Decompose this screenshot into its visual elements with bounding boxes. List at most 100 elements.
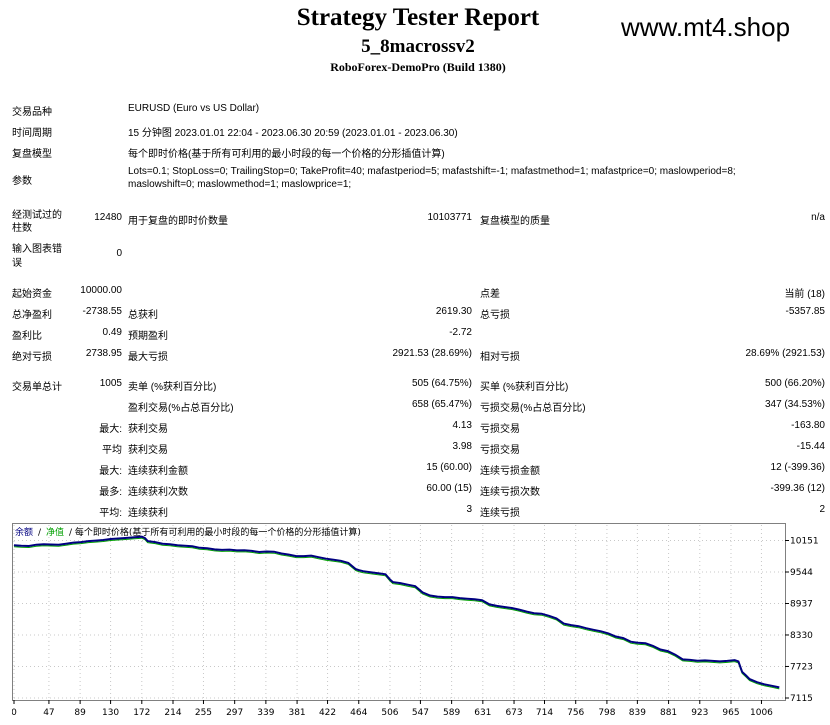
- x-tick-label: 923: [691, 708, 708, 718]
- spread-label: 点差: [480, 289, 500, 300]
- errors-label-line2: 误: [12, 258, 22, 269]
- stat-prefix: 最大:: [99, 424, 122, 435]
- stat-label-left: 获利交易: [128, 445, 168, 456]
- total-trades-label: 交易单总计: [12, 382, 62, 393]
- ticks-label: 用于复盘的即时价数量: [128, 216, 228, 227]
- model-label: 复盘模型: [12, 149, 52, 160]
- short-trades-value: 505 (64.75%): [411, 378, 472, 389]
- deposit-label: 起始资金: [12, 289, 52, 300]
- caption-equity: 净值: [46, 526, 64, 538]
- symbol-value: EURUSD (Euro vs US Dollar): [128, 103, 260, 114]
- quality-value: n/a: [811, 212, 825, 223]
- short-trades-label: 卖单 (%获利百分比): [128, 382, 217, 393]
- params-line2: maslowshift=0; maslowmethod=1; maslowpri…: [128, 179, 352, 190]
- stat-label-left: 连续获利金额: [128, 466, 188, 477]
- ticks-value: 10103771: [427, 212, 473, 223]
- server-build: RoboForex-DemoPro (Build 1380): [330, 60, 506, 74]
- balance-line: [13, 535, 780, 689]
- x-tick-label: 47: [43, 708, 54, 718]
- x-tick-label: 214: [164, 708, 181, 718]
- stat-label-left: 连续获利: [128, 508, 168, 519]
- x-tick-label: 130: [102, 708, 119, 718]
- profit-trades-value: 658 (65.47%): [411, 399, 472, 410]
- y-axis: 10151 9544 8937 8330 7723 7115: [785, 537, 819, 704]
- x-tick-label: 547: [412, 708, 429, 718]
- x-tick-label: 881: [660, 708, 677, 718]
- chart-grid: [13, 525, 783, 699]
- x-tick-label: 0: [12, 708, 17, 718]
- gross-profit-value: 2619.30: [435, 306, 472, 317]
- profit-trades-label: 盈利交易(%占总百分比): [128, 403, 234, 414]
- stat-value-left: 3.98: [452, 441, 472, 452]
- x-tick-label: 172: [133, 708, 150, 718]
- x-tick-label: 798: [598, 708, 615, 718]
- stat-value-right: -399.36 (12): [770, 483, 825, 494]
- x-tick-label: 381: [288, 708, 305, 718]
- loss-trades-label: 亏损交易(%占总百分比): [480, 403, 586, 414]
- symbol-label: 交易品种: [12, 107, 52, 118]
- x-tick-label: 464: [350, 708, 367, 718]
- chart-frame: [12, 523, 786, 701]
- stat-value-left: 15 (60.00): [426, 462, 472, 473]
- spread-value: 当前 (18): [784, 289, 825, 300]
- x-tick-label: 339: [257, 708, 274, 718]
- gross-loss-value: -5357.85: [785, 306, 825, 317]
- x-tick-label: 589: [443, 708, 460, 718]
- x-tick-label: 506: [381, 708, 398, 718]
- equity-line: [13, 537, 780, 690]
- ea-name: 5_8macrossv2: [361, 36, 475, 57]
- watermark: www.mt4.shop: [621, 12, 791, 42]
- x-tick-label: 1006: [750, 708, 773, 718]
- stat-label-right: 连续亏损: [480, 508, 520, 519]
- x-tick-label: 756: [567, 708, 584, 718]
- abs-drawdown-value: 2738.95: [85, 348, 122, 359]
- stat-label-left: 获利交易: [128, 424, 168, 435]
- balance-chart: 0 47 89 130 172 214 255 297 339 381 422 464 506 547 58…: [12, 523, 819, 718]
- y-tick-label: 8937: [790, 599, 813, 609]
- period-value: 15 分钟图 2023.01.01 22:04 - 2023.06.30 20:…: [128, 128, 458, 139]
- rel-drawdown-value: 28.69% (2921.53): [745, 348, 825, 359]
- gross-loss-label: 总亏损: [480, 310, 510, 321]
- x-tick-label: 631: [474, 708, 491, 718]
- rel-drawdown-label: 相对亏损: [480, 352, 520, 363]
- stat-label-right: 连续亏损次数: [480, 487, 540, 498]
- deposit-value: 10000.00: [80, 285, 122, 296]
- errors-value: 0: [116, 248, 122, 259]
- x-tick-label: 255: [195, 708, 212, 718]
- stat-value-right: 12 (-399.36): [770, 462, 825, 473]
- errors-label-line1: 输入图表错: [12, 244, 62, 255]
- bars-label-line1: 经测试过的: [12, 210, 62, 221]
- x-tick-label: 297: [226, 708, 243, 718]
- stat-prefix: 最多:: [99, 487, 122, 498]
- loss-trades-value: 347 (34.53%): [764, 399, 825, 410]
- profit-factor-value: 0.49: [102, 327, 122, 338]
- y-tick-label: 7115: [790, 694, 813, 704]
- stat-value-right: -15.44: [796, 441, 825, 452]
- x-tick-label: 673: [505, 708, 522, 718]
- net-profit-value: -2738.55: [82, 306, 122, 317]
- stat-value-left: 3: [466, 504, 472, 515]
- abs-drawdown-label: 绝对亏损: [12, 352, 52, 363]
- expected-payoff-label: 预期盈利: [128, 331, 168, 342]
- report-title: Strategy Tester Report: [296, 4, 540, 31]
- stat-label-right: 连续亏损金额: [480, 466, 540, 477]
- y-tick-label: 9544: [790, 568, 813, 578]
- x-tick-label: 839: [629, 708, 646, 718]
- params-label: 参数: [12, 176, 32, 187]
- x-tick-label: 714: [536, 708, 553, 718]
- long-trades-label: 买单 (%获利百分比): [480, 382, 569, 393]
- profit-factor-label: 盈利比: [12, 331, 42, 342]
- expected-payoff-value: -2.72: [449, 327, 472, 338]
- stat-label-left: 连续获利次数: [128, 487, 188, 498]
- stat-prefix: 平均:: [99, 508, 122, 519]
- caption-separator: /: [38, 528, 42, 538]
- stat-value-left: 60.00 (15): [426, 483, 472, 494]
- y-tick-label: 8330: [790, 631, 813, 641]
- stat-prefix: 平均: [102, 445, 122, 456]
- x-tick-label: 89: [74, 708, 86, 718]
- params-line1: Lots=0.1; StopLoss=0; TrailingStop=0; Ta…: [128, 166, 736, 177]
- bars-label-line2: 柱数: [12, 223, 32, 234]
- chart-series: [13, 535, 780, 690]
- long-trades-value: 500 (66.20%): [764, 378, 825, 389]
- stat-value-left: 4.13: [452, 420, 472, 431]
